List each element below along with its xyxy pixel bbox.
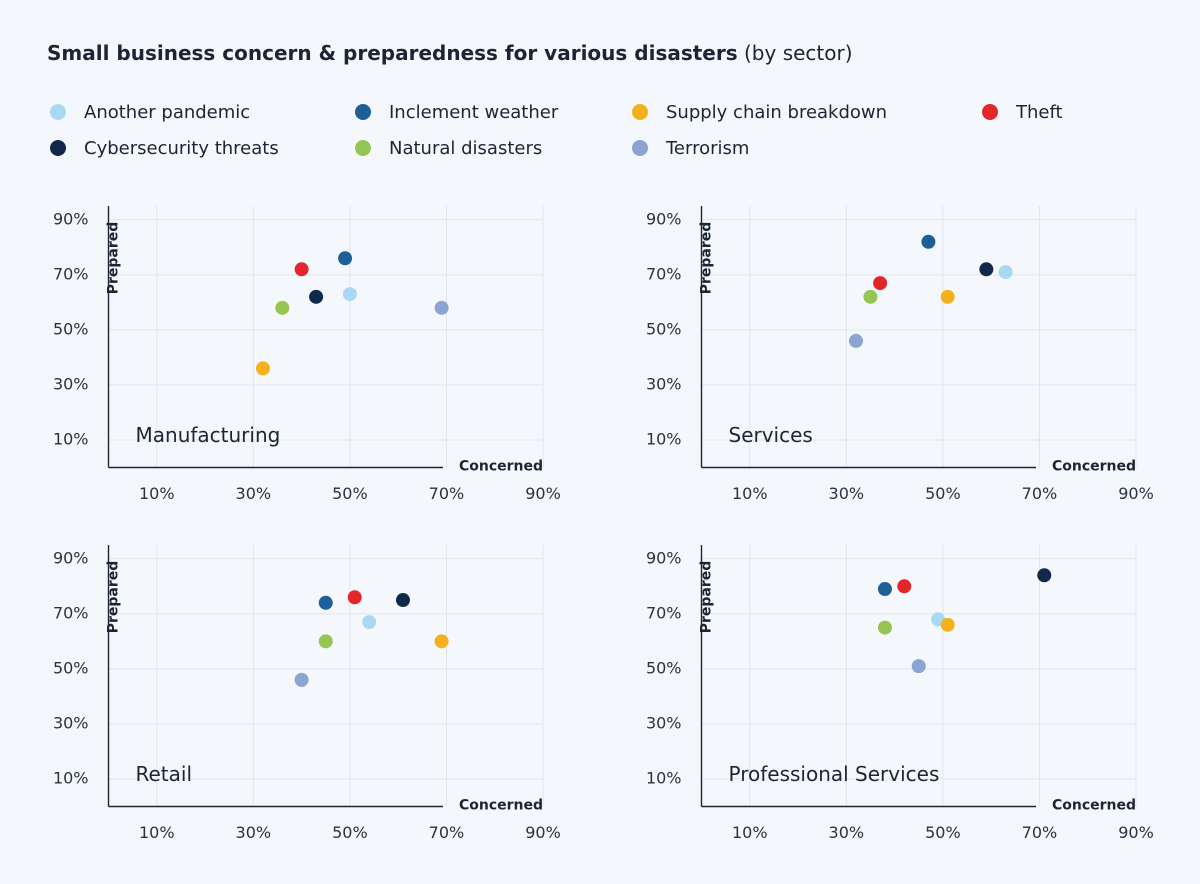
y-axis-label: Prepared	[699, 222, 715, 295]
point	[434, 634, 449, 649]
panel-title: Retail	[136, 762, 193, 786]
x-tick-label: 30%	[829, 823, 865, 842]
chart-title: Small business concern & preparedness fo…	[47, 41, 853, 65]
panel-title: Manufacturing	[136, 423, 281, 447]
title: Small business concern & preparedness fo…	[47, 41, 738, 65]
point	[863, 289, 878, 304]
x-axis-label: Concerned	[1052, 798, 1136, 814]
legend-marker	[50, 104, 66, 120]
point	[897, 579, 912, 594]
y-tick-label: 30%	[53, 713, 89, 732]
y-tick-label: 30%	[646, 374, 682, 393]
x-tick-label: 50%	[925, 823, 961, 842]
x-axis-label: Concerned	[1052, 459, 1136, 475]
y-tick-label: 50%	[646, 658, 682, 677]
point	[921, 234, 936, 249]
point	[911, 659, 926, 674]
x-tick-label: 50%	[332, 484, 368, 503]
y-tick-label: 70%	[646, 264, 682, 283]
legend-label: Terrorism	[665, 138, 749, 159]
point	[848, 333, 863, 348]
point	[873, 276, 888, 291]
point	[362, 615, 377, 630]
y-tick-label: 50%	[53, 319, 89, 338]
legend-marker	[355, 140, 371, 156]
point	[940, 289, 955, 304]
point	[347, 590, 362, 605]
y-tick-label: 10%	[53, 429, 89, 448]
y-tick-label: 30%	[53, 374, 89, 393]
legend-label: Inclement weather	[389, 102, 559, 123]
x-tick-label: 70%	[1022, 823, 1058, 842]
point	[318, 634, 333, 649]
point	[877, 620, 892, 635]
x-tick-label: 10%	[732, 823, 768, 842]
x-tick-label: 10%	[139, 823, 175, 842]
y-tick-label: 90%	[53, 548, 89, 567]
panel-title: Services	[729, 423, 813, 447]
x-tick-label: 70%	[429, 823, 465, 842]
y-axis-label: Prepared	[106, 222, 122, 295]
legend-marker	[982, 104, 998, 120]
x-axis-label: Concerned	[459, 798, 543, 814]
legend-label: Cybersecurity threats	[84, 138, 279, 159]
x-tick-label: 90%	[525, 484, 561, 503]
x-tick-label: 70%	[429, 484, 465, 503]
y-tick-label: 50%	[646, 319, 682, 338]
point	[1037, 568, 1052, 583]
x-tick-label: 30%	[236, 484, 272, 503]
x-tick-label: 30%	[236, 823, 272, 842]
legend-marker	[355, 104, 371, 120]
y-tick-label: 70%	[53, 603, 89, 622]
panel-title: Professional Services	[729, 762, 940, 786]
point	[979, 262, 994, 277]
y-tick-label: 90%	[646, 209, 682, 228]
point	[318, 595, 333, 610]
point	[255, 361, 270, 376]
point	[342, 287, 357, 302]
legend-marker	[50, 140, 66, 156]
x-tick-label: 50%	[332, 823, 368, 842]
legend-label: Theft	[1015, 102, 1063, 123]
legend-label: Supply chain breakdown	[666, 102, 887, 123]
point	[294, 672, 309, 687]
subtitle: (by sector)	[744, 41, 853, 65]
x-tick-label: 30%	[829, 484, 865, 503]
point	[294, 262, 309, 277]
point	[434, 300, 449, 315]
point	[877, 582, 892, 597]
y-axis-label: Prepared	[699, 561, 715, 634]
y-tick-label: 30%	[646, 713, 682, 732]
point	[275, 300, 290, 315]
x-tick-label: 10%	[139, 484, 175, 503]
y-axis-label: Prepared	[106, 561, 122, 634]
point	[940, 617, 955, 632]
x-axis-label: Concerned	[459, 459, 543, 475]
legend-label: Natural disasters	[389, 138, 542, 159]
x-tick-label: 10%	[732, 484, 768, 503]
x-tick-label: 90%	[1118, 484, 1154, 503]
point	[998, 265, 1013, 280]
y-tick-label: 90%	[646, 548, 682, 567]
x-tick-label: 90%	[525, 823, 561, 842]
x-tick-label: 70%	[1022, 484, 1058, 503]
legend-marker	[632, 104, 648, 120]
point	[309, 289, 324, 304]
x-tick-label: 90%	[1118, 823, 1154, 842]
y-tick-label: 10%	[53, 768, 89, 787]
point	[338, 251, 353, 266]
y-tick-label: 10%	[646, 768, 682, 787]
y-tick-label: 70%	[53, 264, 89, 283]
y-tick-label: 10%	[646, 429, 682, 448]
y-tick-label: 50%	[53, 658, 89, 677]
legend-marker	[632, 140, 648, 156]
y-tick-label: 90%	[53, 209, 89, 228]
legend-label: Another pandemic	[84, 102, 250, 123]
point	[395, 593, 410, 608]
y-tick-label: 70%	[646, 603, 682, 622]
x-tick-label: 50%	[925, 484, 961, 503]
